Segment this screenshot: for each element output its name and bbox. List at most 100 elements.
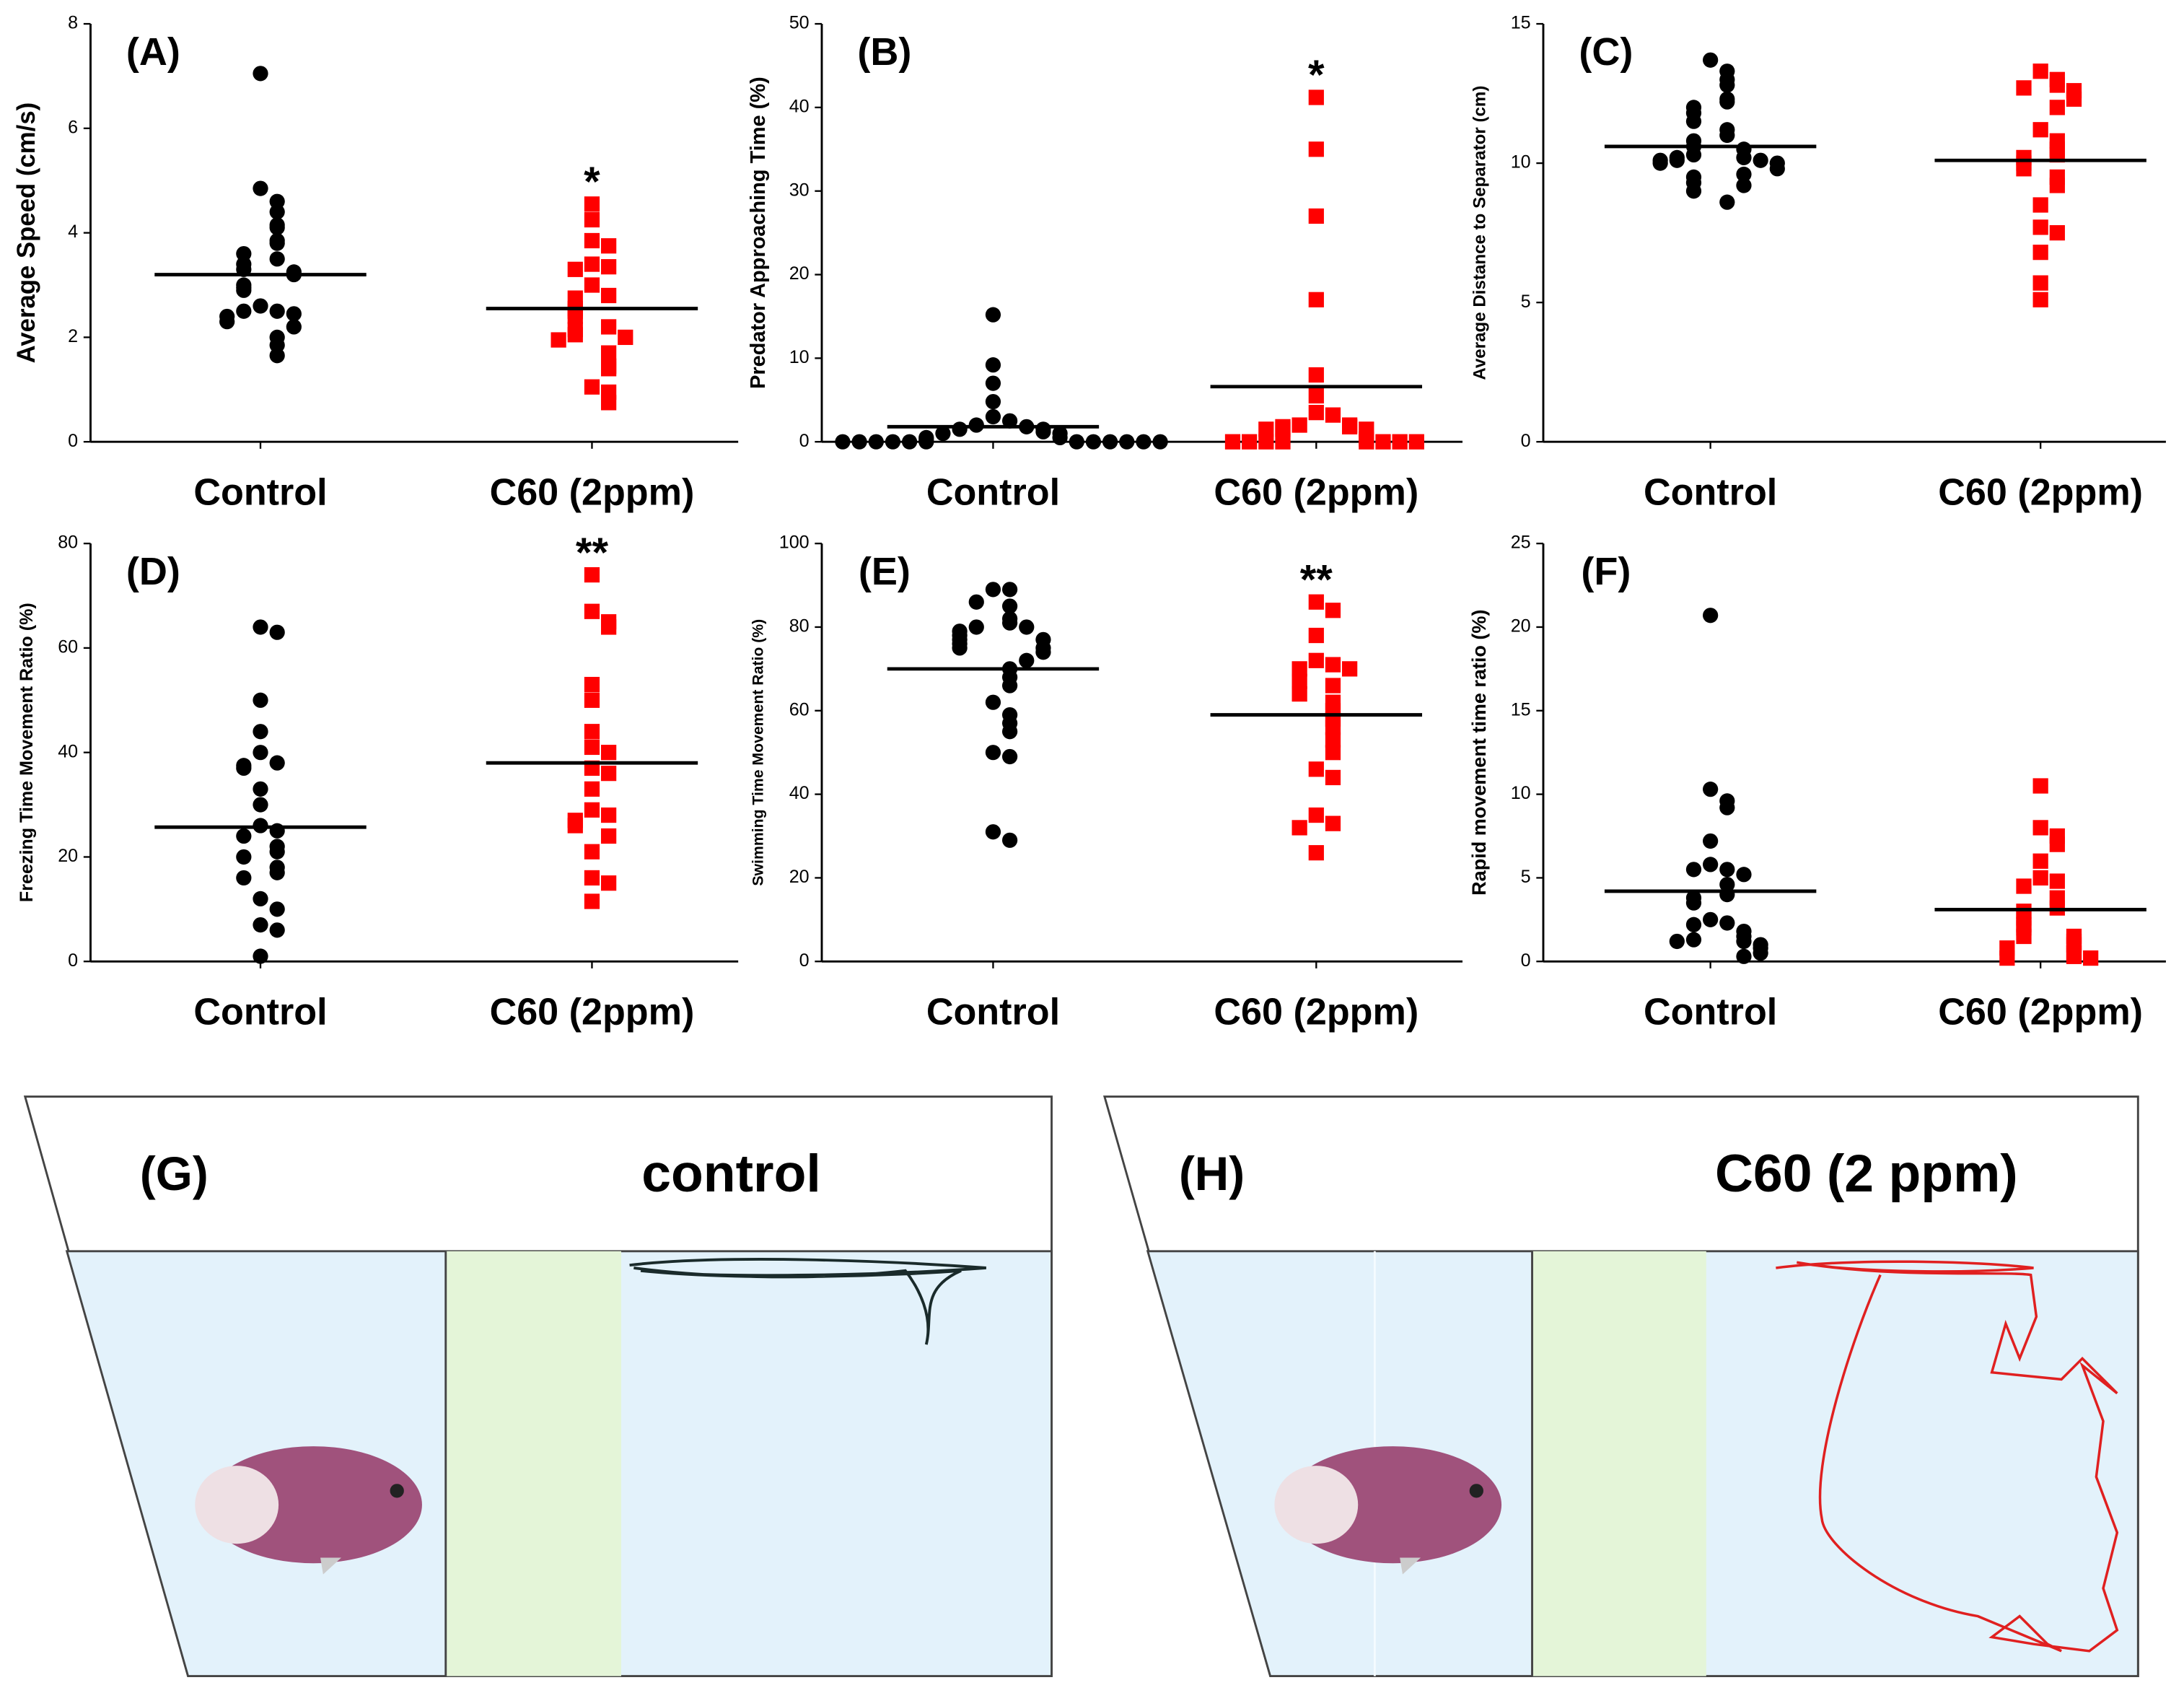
point bbox=[1685, 862, 1702, 878]
point bbox=[952, 421, 968, 437]
point bbox=[253, 781, 268, 797]
point bbox=[985, 824, 1001, 840]
point bbox=[601, 345, 617, 361]
point bbox=[901, 434, 918, 450]
y-tick-label: 20 bbox=[789, 263, 810, 284]
point bbox=[269, 901, 285, 917]
point bbox=[968, 619, 984, 635]
x-tick-label: Control bbox=[1644, 471, 1777, 513]
panel: 0 5 10 15 20 25 Rapid movement time ratio (%) (… bbox=[1468, 533, 2166, 1033]
point bbox=[584, 256, 600, 272]
significance: * bbox=[584, 159, 600, 205]
point bbox=[1703, 608, 1719, 624]
diagram-label: (H) bbox=[1179, 1147, 1245, 1200]
panel-label: (A) bbox=[126, 30, 180, 74]
point bbox=[601, 259, 617, 275]
point bbox=[1308, 89, 1324, 105]
point bbox=[1308, 761, 1324, 777]
point bbox=[1001, 724, 1018, 740]
point bbox=[2032, 64, 2048, 79]
point bbox=[1325, 719, 1341, 735]
point bbox=[1685, 932, 1702, 948]
point bbox=[885, 434, 901, 450]
point bbox=[1669, 933, 1685, 950]
point bbox=[985, 393, 1001, 410]
point bbox=[584, 893, 600, 909]
point bbox=[985, 694, 1001, 710]
x-tick-label: Control bbox=[1644, 991, 1777, 1033]
point bbox=[2049, 873, 2065, 889]
point bbox=[584, 379, 600, 395]
point bbox=[1308, 807, 1324, 823]
point bbox=[253, 917, 268, 933]
point bbox=[1258, 434, 1274, 450]
point bbox=[584, 603, 600, 619]
point bbox=[253, 619, 268, 635]
point bbox=[1275, 434, 1291, 450]
y-tick-label: 30 bbox=[789, 180, 810, 200]
y-tick-label: 40 bbox=[789, 783, 810, 803]
point bbox=[567, 818, 583, 834]
point bbox=[1753, 945, 1768, 961]
point bbox=[2016, 878, 2032, 894]
point bbox=[952, 640, 968, 656]
point bbox=[236, 760, 252, 776]
point bbox=[2032, 219, 2048, 235]
point bbox=[236, 303, 252, 319]
y-tick-label: 25 bbox=[1511, 533, 1531, 553]
point bbox=[1291, 417, 1307, 433]
point bbox=[601, 395, 617, 411]
point bbox=[1308, 627, 1324, 644]
point bbox=[1019, 652, 1035, 668]
y-tick-label: 15 bbox=[1511, 13, 1531, 33]
point bbox=[269, 755, 285, 771]
y-tick-label: 8 bbox=[68, 13, 78, 33]
separator-zone bbox=[445, 1251, 621, 1676]
point bbox=[1308, 208, 1324, 224]
point bbox=[985, 408, 1001, 425]
point bbox=[567, 261, 583, 277]
point bbox=[2032, 275, 2048, 291]
point bbox=[1325, 678, 1341, 694]
point bbox=[236, 870, 252, 886]
point bbox=[1291, 673, 1307, 689]
point bbox=[1001, 748, 1018, 765]
point bbox=[1719, 77, 1735, 93]
y-tick-label: 40 bbox=[789, 97, 810, 117]
point bbox=[601, 238, 617, 254]
point bbox=[1308, 594, 1324, 610]
point bbox=[1291, 661, 1307, 677]
y-tick-label: 0 bbox=[1521, 431, 1531, 451]
point bbox=[584, 870, 600, 886]
point bbox=[2049, 100, 2065, 115]
point bbox=[1275, 421, 1291, 437]
point bbox=[1719, 194, 1735, 210]
y-tick-label: 80 bbox=[789, 616, 810, 636]
y-axis-label: Predator Approaching Time (%) bbox=[747, 76, 770, 389]
point bbox=[2049, 178, 2065, 193]
point bbox=[253, 180, 268, 196]
point bbox=[1085, 434, 1102, 450]
point bbox=[1308, 652, 1324, 668]
point bbox=[269, 303, 285, 319]
diagram-title: C60 (2 ppm) bbox=[1715, 1144, 2018, 1203]
point bbox=[2032, 870, 2048, 886]
point bbox=[584, 739, 600, 756]
point bbox=[269, 204, 285, 220]
point bbox=[1685, 113, 1702, 129]
point bbox=[1308, 845, 1324, 861]
point bbox=[2049, 225, 2065, 241]
point bbox=[2032, 122, 2048, 138]
point bbox=[1325, 407, 1341, 423]
point bbox=[584, 211, 600, 228]
point bbox=[2016, 928, 2032, 945]
y-tick-label: 10 bbox=[1511, 783, 1531, 803]
y-tick-label: 20 bbox=[1511, 616, 1531, 636]
panel: 0 20 40 60 80 100 Swimming Time Movement Ratio… bbox=[750, 533, 1463, 1033]
point bbox=[551, 332, 566, 348]
point bbox=[1308, 141, 1324, 157]
point bbox=[601, 828, 617, 844]
point bbox=[835, 434, 851, 450]
point bbox=[935, 425, 951, 442]
